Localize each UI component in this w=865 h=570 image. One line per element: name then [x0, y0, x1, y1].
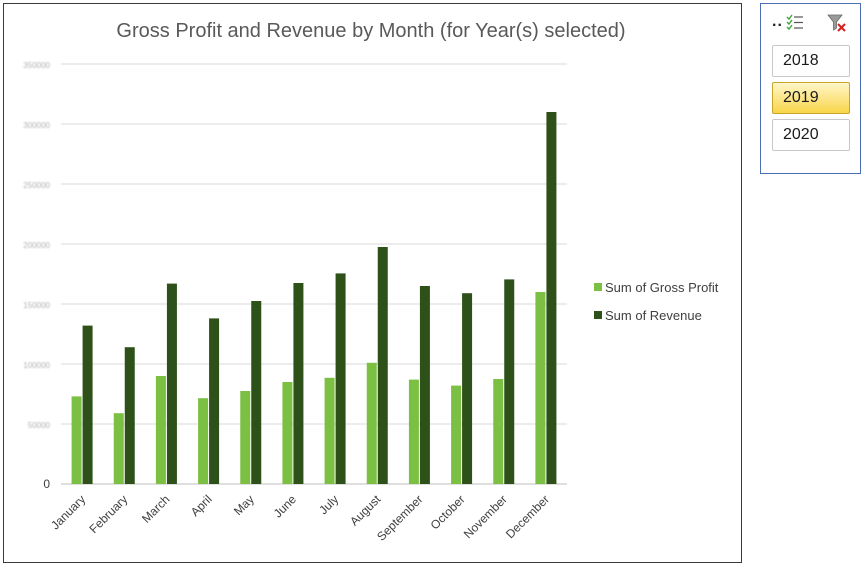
- x-tick-label: May: [231, 492, 257, 518]
- bar-revenue-october[interactable]: [462, 293, 473, 484]
- x-tick-label: June: [271, 492, 300, 521]
- bars: [71, 112, 557, 484]
- x-tick-label: July: [316, 492, 341, 517]
- y-tick-label: 200000: [23, 241, 50, 250]
- multi-select-icon[interactable]: [785, 13, 805, 33]
- chart-frame: Gross Profit and Revenue by Month (for Y…: [3, 3, 742, 563]
- y-tick-label: 250000: [23, 181, 50, 190]
- bar-gross-profit-november[interactable]: [493, 379, 504, 484]
- legend-swatch: [594, 283, 602, 291]
- slicer-item-2019[interactable]: 2019: [772, 82, 850, 114]
- bar-gross-profit-february[interactable]: [113, 413, 124, 484]
- x-tick-label: April: [188, 492, 215, 519]
- bar-gross-profit-july[interactable]: [324, 377, 335, 484]
- bar-revenue-july[interactable]: [335, 273, 346, 484]
- y-tick-label: 0: [43, 477, 50, 491]
- bar-gross-profit-august[interactable]: [366, 362, 377, 484]
- bar-revenue-june[interactable]: [293, 283, 304, 484]
- slicer-header: ..: [761, 4, 860, 40]
- year-slicer: .. 2018 2019 2020: [760, 3, 861, 174]
- bar-revenue-april[interactable]: [209, 318, 220, 484]
- bar-revenue-march[interactable]: [166, 283, 177, 484]
- bar-chart: Gross Profit and Revenue by Month (for Y…: [23, 20, 719, 544]
- y-tick-label: 150000: [23, 301, 50, 310]
- slicer-item-2018[interactable]: 2018: [772, 45, 850, 77]
- bar-revenue-august[interactable]: [377, 247, 388, 484]
- chart-title: Gross Profit and Revenue by Month (for Y…: [116, 20, 625, 42]
- legend-label: Sum of Revenue: [605, 308, 702, 323]
- y-axis-ticks: 0 50000 100000 150000 200000 250000 300000 3500…: [23, 61, 50, 491]
- y-tick-label: 100000: [23, 361, 50, 370]
- bar-revenue-december[interactable]: [546, 112, 557, 484]
- legend-label: Sum of Gross Profit: [605, 280, 719, 295]
- legend-swatch: [594, 311, 602, 319]
- bar-gross-profit-march[interactable]: [155, 376, 166, 484]
- slicer-item-2020[interactable]: 2020: [772, 119, 850, 151]
- bar-gross-profit-october[interactable]: [451, 385, 462, 484]
- y-tick-label: 50000: [28, 421, 51, 430]
- bar-gross-profit-may[interactable]: [240, 391, 251, 484]
- x-tick-label: August: [347, 492, 384, 529]
- more-options-icon[interactable]: ..: [772, 13, 783, 30]
- x-tick-label: December: [503, 492, 552, 541]
- bar-gross-profit-january[interactable]: [71, 396, 82, 484]
- x-tick-label: September: [374, 492, 425, 543]
- x-tick-label: January: [48, 492, 88, 532]
- x-tick-label: February: [87, 492, 131, 536]
- y-tick-label: 300000: [23, 121, 50, 130]
- bar-revenue-february[interactable]: [124, 347, 135, 484]
- y-tick-label: 350000: [23, 61, 50, 70]
- bar-revenue-september[interactable]: [419, 286, 430, 484]
- bar-revenue-november[interactable]: [504, 279, 515, 484]
- bar-revenue-may[interactable]: [251, 301, 262, 484]
- clear-filter-icon[interactable]: [827, 13, 847, 33]
- bar-gross-profit-june[interactable]: [282, 382, 293, 484]
- legend: Sum of Gross Profit Sum of Revenue: [594, 280, 719, 323]
- bar-gross-profit-december[interactable]: [535, 292, 546, 484]
- x-tick-label: November: [461, 492, 510, 541]
- bar-gross-profit-april[interactable]: [198, 398, 209, 484]
- x-tick-label: March: [139, 492, 172, 525]
- x-tick-label: October: [428, 492, 468, 532]
- bar-gross-profit-september[interactable]: [408, 379, 419, 484]
- bar-revenue-january[interactable]: [82, 325, 93, 484]
- gridlines: [61, 63, 567, 485]
